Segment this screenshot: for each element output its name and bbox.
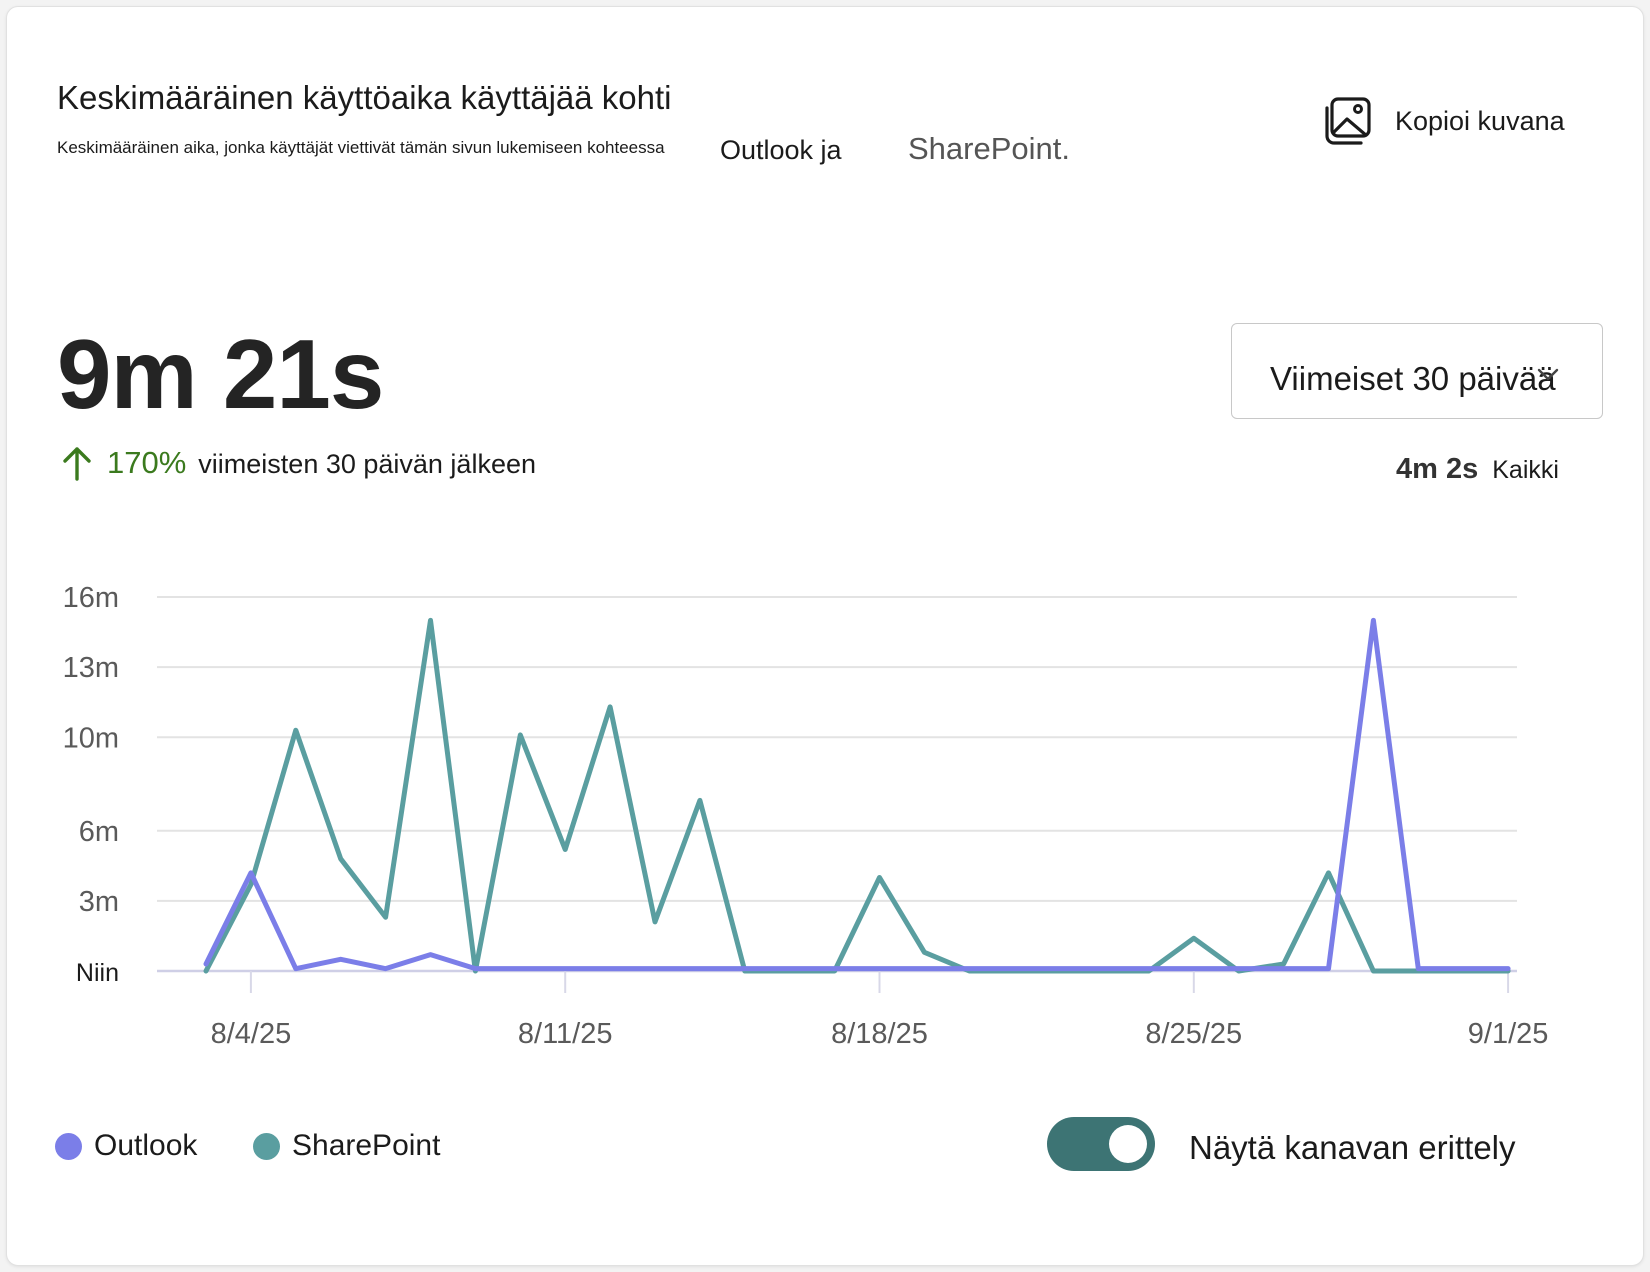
- x-tick-label: 8/25/25: [1145, 1018, 1242, 1050]
- date-range-dropdown[interactable]: Viimeiset 30 päivää: [1231, 323, 1603, 419]
- legend-sharepoint-label: SharePoint: [292, 1129, 441, 1162]
- legend-item-outlook[interactable]: Outlook: [55, 1129, 197, 1163]
- usage-card: Keskimääräinen käyttöaika käyttäjää koht…: [6, 6, 1644, 1266]
- x-tick-label: 8/18/25: [831, 1018, 928, 1050]
- trend-indicator: 170% viimeisten 30 päivän jälkeen: [61, 445, 536, 481]
- legend-outlook-label: Outlook: [94, 1129, 198, 1162]
- date-range-label: Viimeiset 30 päivää: [1270, 360, 1556, 397]
- y-tick-label: Niin: [76, 959, 119, 987]
- chevron-down-icon: [1537, 368, 1559, 381]
- subtitle-sharepoint: SharePoint.: [908, 131, 1070, 166]
- legend-item-sharepoint[interactable]: SharePoint: [253, 1129, 440, 1163]
- comparison-number: 4m 2s: [1396, 453, 1479, 485]
- legend-outlook-swatch: [55, 1132, 82, 1160]
- arrow-up-icon: [63, 447, 91, 481]
- y-tick-label: 13m: [63, 652, 119, 684]
- comparison-label: Kaikki: [1492, 456, 1559, 484]
- trend-percent: 170%: [107, 445, 187, 480]
- card-title: Keskimääräinen käyttöaika käyttäjää koht…: [57, 79, 672, 116]
- y-tick-label: 10m: [63, 722, 119, 754]
- channel-breakdown-toggle[interactable]: [1047, 1117, 1155, 1171]
- trend-text: viimeisten 30 päivän jälkeen: [198, 449, 536, 479]
- card-subtitle: Keskimääräinen aika, jonka käyttäjät vie…: [57, 138, 665, 157]
- y-tick-label: 6m: [79, 816, 119, 848]
- channel-breakdown-label: Näytä kanavan erittely: [1189, 1129, 1516, 1166]
- copy-as-image-label: Kopioi kuvana: [1395, 105, 1565, 136]
- copy-as-image-button[interactable]: Kopioi kuvana: [1323, 93, 1565, 149]
- comparison-value: 4m 2s Kaikki: [1396, 453, 1559, 486]
- y-tick-label: 3m: [79, 886, 119, 918]
- legend-sharepoint-swatch: [253, 1132, 280, 1160]
- toggle-knob: [1109, 1125, 1147, 1163]
- metric-value: 9m 21s: [57, 319, 384, 429]
- x-tick-label: 9/1/25: [1468, 1018, 1549, 1050]
- x-tick-label: 8/11/25: [518, 1018, 613, 1050]
- series-line-outlook: [203, 617, 1511, 972]
- subtitle-outlook: Outlook ja: [720, 135, 842, 165]
- image-icon: [1325, 97, 1371, 145]
- y-tick-label: 16m: [63, 582, 119, 614]
- series-line-sharepoint: [203, 617, 1511, 974]
- x-tick-label: 8/4/25: [211, 1018, 292, 1050]
- usage-line-chart: Niin 3m 6m 10m 13m 16m 8/4/25 8/11/25 8/18/25 8/2…: [63, 582, 1549, 1050]
